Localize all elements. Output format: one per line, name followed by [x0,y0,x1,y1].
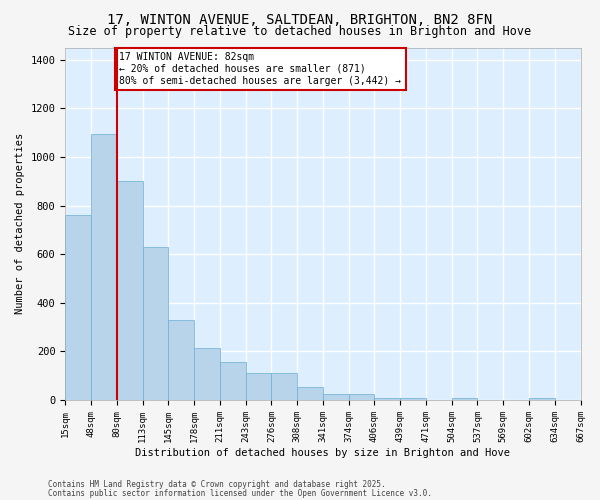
X-axis label: Distribution of detached houses by size in Brighton and Hove: Distribution of detached houses by size … [136,448,511,458]
Bar [117,181,143,400]
Text: Size of property relative to detached houses in Brighton and Hove: Size of property relative to detached ho… [68,25,532,38]
Bar [169,320,194,400]
Bar [323,394,349,400]
Bar [374,398,400,400]
Bar [529,398,555,400]
Bar [245,373,271,400]
Bar [91,134,117,400]
Bar [271,373,297,400]
Text: 17, WINTON AVENUE, SALTDEAN, BRIGHTON, BN2 8FN: 17, WINTON AVENUE, SALTDEAN, BRIGHTON, B… [107,12,493,26]
Bar [400,398,426,400]
Bar [349,394,374,400]
Bar [194,348,220,400]
Bar [297,386,323,400]
Bar [452,398,478,400]
Y-axis label: Number of detached properties: Number of detached properties [15,133,25,314]
Text: 17 WINTON AVENUE: 82sqm
← 20% of detached houses are smaller (871)
80% of semi-d: 17 WINTON AVENUE: 82sqm ← 20% of detache… [119,52,401,86]
Text: Contains HM Land Registry data © Crown copyright and database right 2025.: Contains HM Land Registry data © Crown c… [48,480,386,489]
Text: Contains public sector information licensed under the Open Government Licence v3: Contains public sector information licen… [48,488,432,498]
Bar [65,215,91,400]
Bar [220,362,245,400]
Bar [143,247,169,400]
